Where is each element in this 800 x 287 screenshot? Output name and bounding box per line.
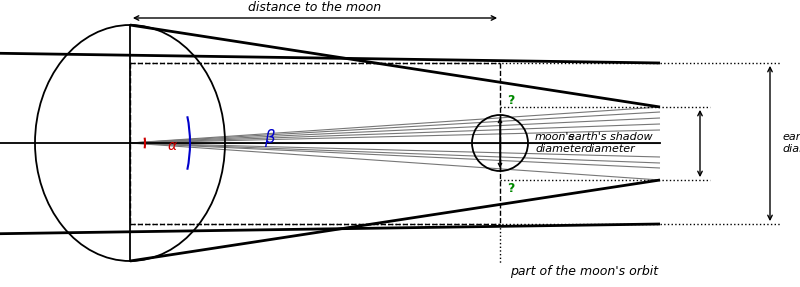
Text: $\alpha$: $\alpha$: [166, 139, 178, 153]
Text: moon's
diameter: moon's diameter: [535, 132, 586, 154]
Text: earth's
diameter: earth's diameter: [782, 132, 800, 154]
Text: $\beta$: $\beta$: [264, 127, 276, 149]
Text: distance to the moon: distance to the moon: [249, 1, 382, 14]
Text: ?: ?: [507, 181, 514, 195]
Text: part of the moon's orbit: part of the moon's orbit: [510, 265, 658, 278]
Text: ?: ?: [507, 94, 514, 106]
Text: earth's shadow
diameter: earth's shadow diameter: [568, 132, 652, 154]
